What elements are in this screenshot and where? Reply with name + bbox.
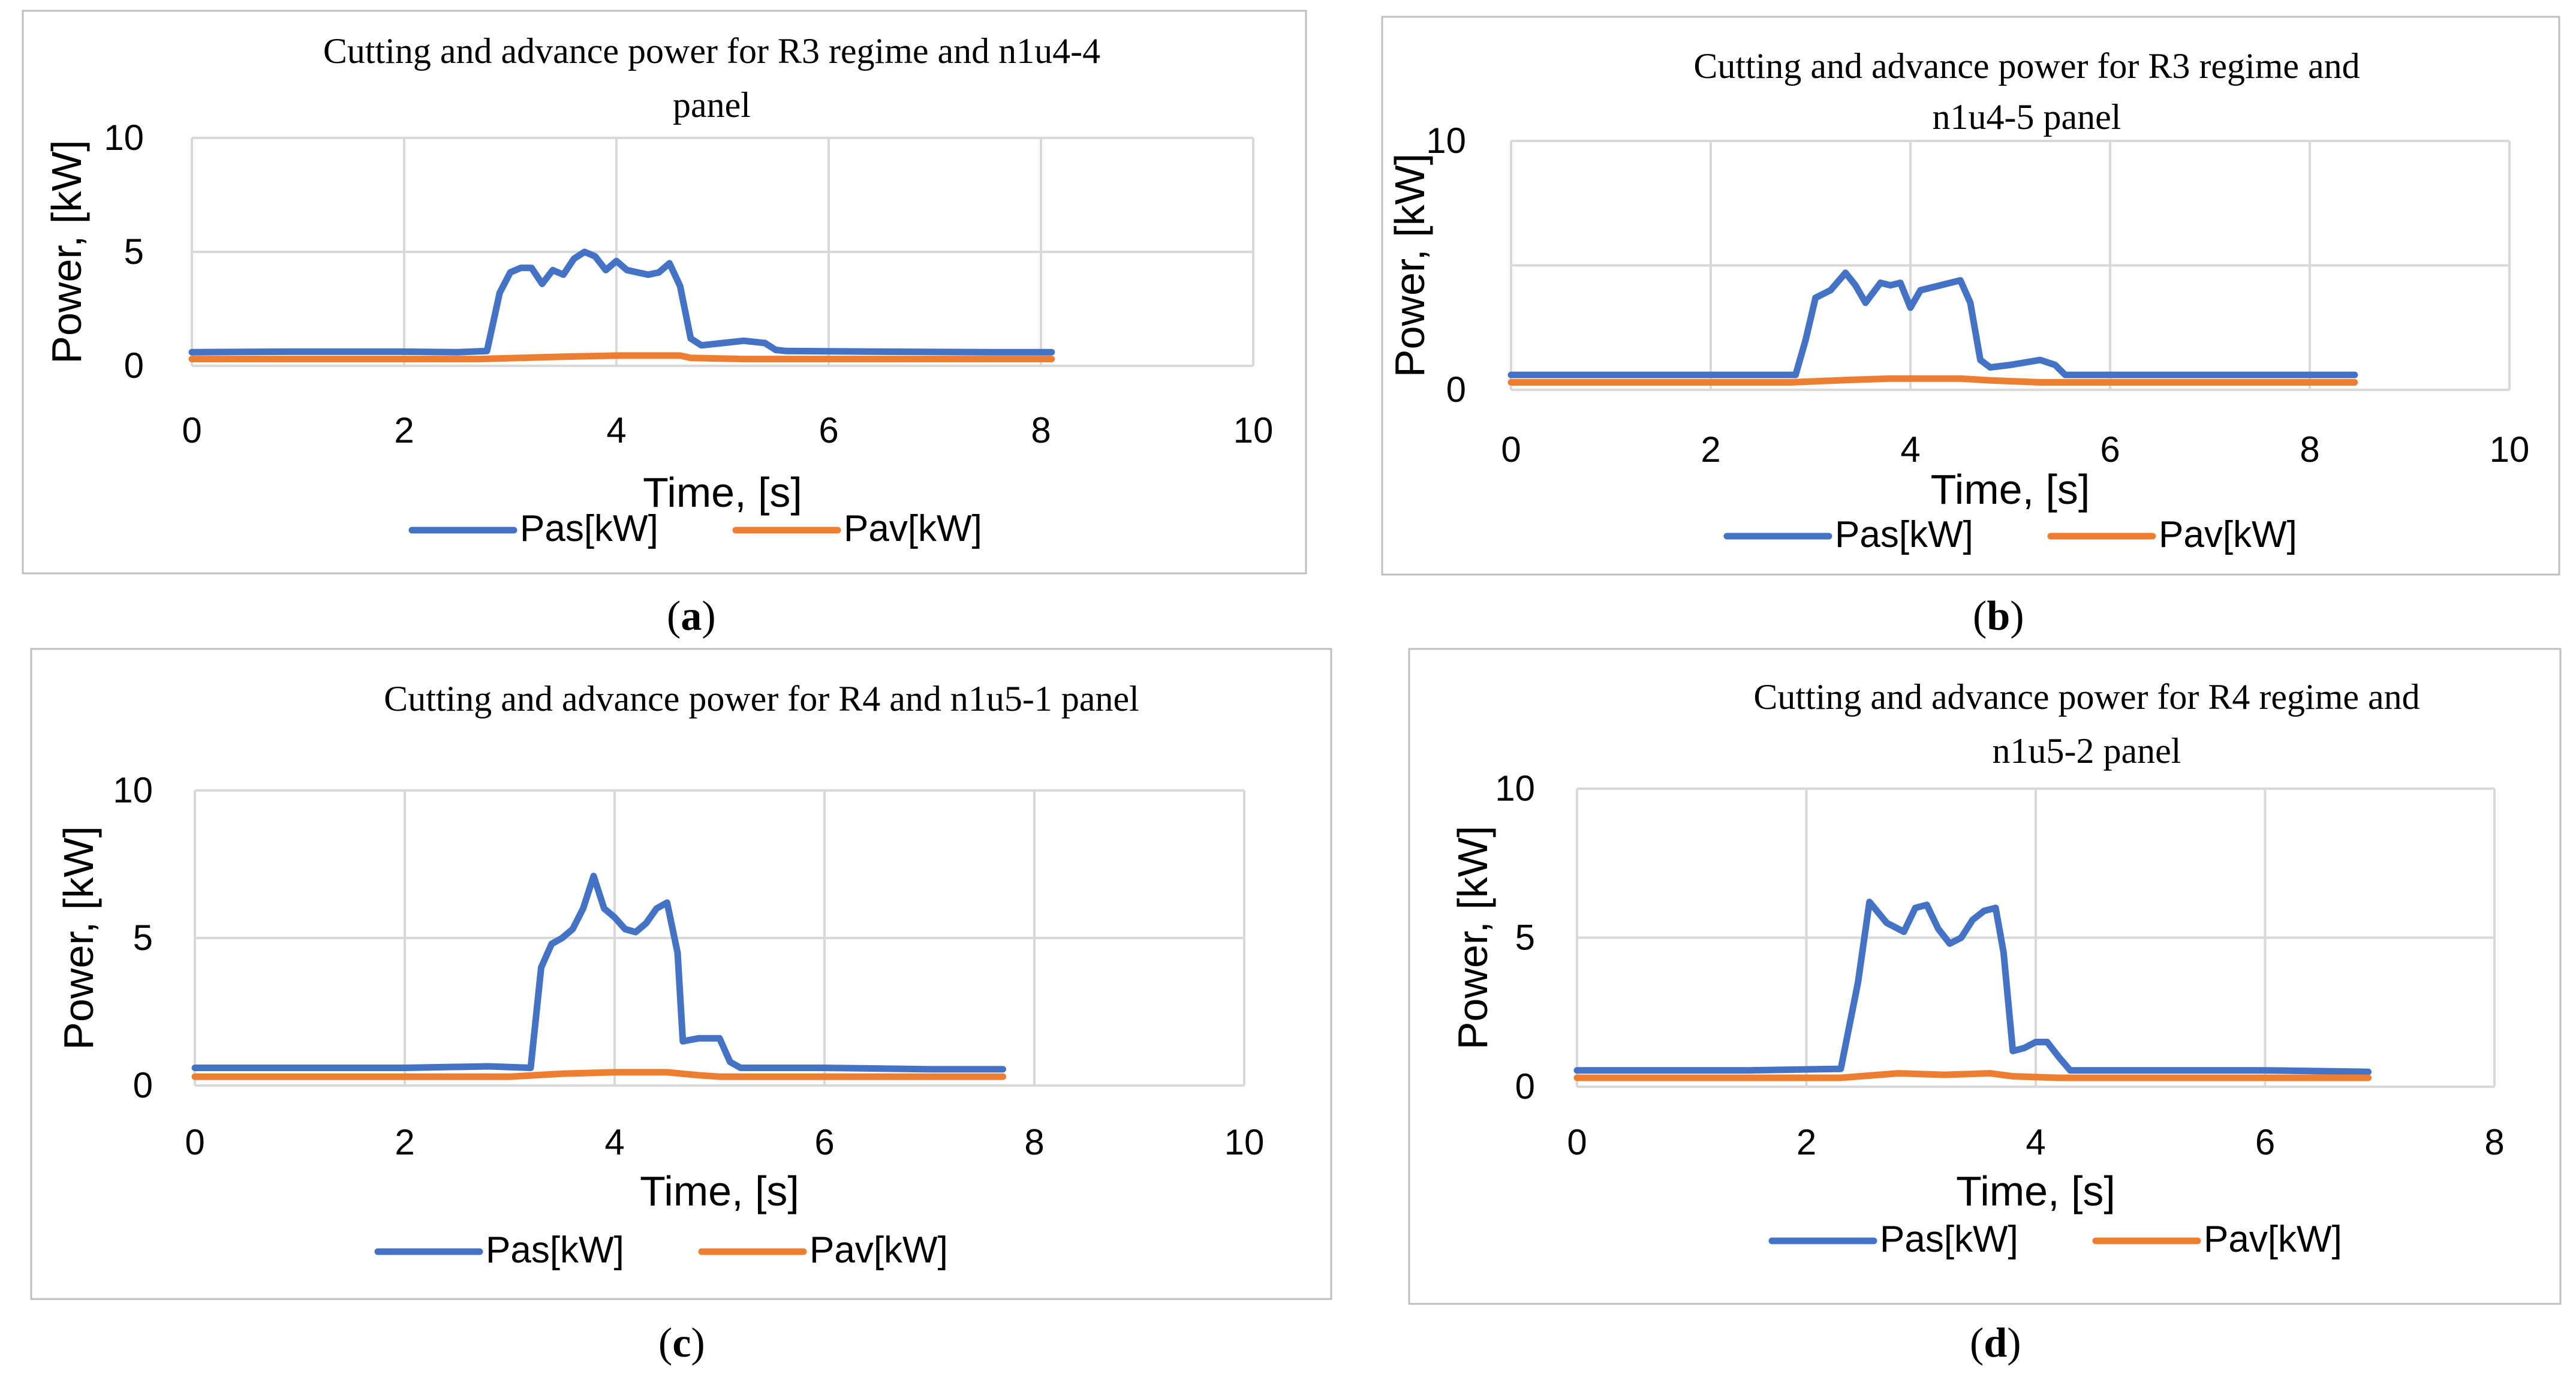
legend-label: Pas[kW] xyxy=(1835,514,1973,555)
series-line-pavkw xyxy=(191,1069,1006,1080)
series-line-paskw xyxy=(1573,898,2372,1075)
x-tick-label: 4 xyxy=(1900,429,1920,470)
x-tick-label: 2 xyxy=(1796,1122,1816,1162)
chart-c: 0 2 4 6 8 10 0 5 10 Cutting and advance power for… xyxy=(30,648,1332,1366)
y-tick-label: 0 xyxy=(1515,1066,1535,1107)
y-axis-label: Power, [kW] xyxy=(43,140,90,363)
panel-caption: (a) xyxy=(667,593,716,639)
chart-title: n1u4-5 panel xyxy=(1933,97,2121,137)
x-tick-label: 2 xyxy=(1701,429,1720,470)
x-axis-label: Time, [s] xyxy=(1956,1168,2115,1214)
series-line-pavkw xyxy=(1573,1070,2372,1081)
panel-caption: (b) xyxy=(1973,593,2024,639)
x-tick-label: 0 xyxy=(1501,429,1521,470)
legend-label: Pas[kW] xyxy=(1880,1219,2018,1260)
legend-label: Pav[kW] xyxy=(809,1229,948,1271)
x-tick-label: 8 xyxy=(1031,410,1051,450)
y-tick-label: 5 xyxy=(133,918,153,958)
x-tick-label: 10 xyxy=(1224,1122,1265,1162)
y-axis-label: Power, [kW] xyxy=(55,826,102,1050)
x-tick-label: 8 xyxy=(2300,429,2319,470)
x-axis-label: Time, [s] xyxy=(1931,466,2090,513)
legend-label: Pas[kW] xyxy=(486,1229,624,1271)
x-tick-label: 0 xyxy=(1567,1122,1587,1162)
x-tick-label: 2 xyxy=(394,410,414,450)
series-line-pavkw xyxy=(1507,375,2358,386)
y-tick-label: 10 xyxy=(104,118,144,158)
y-tick-label: 10 xyxy=(1495,768,1535,808)
chart-title: Cutting and advance power for R3 regime … xyxy=(1693,46,2360,86)
x-tick-label: 10 xyxy=(1233,410,1274,450)
y-tick-label: 10 xyxy=(113,770,153,810)
panel-caption: (c) xyxy=(658,1320,705,1366)
chart-frame xyxy=(22,10,1307,575)
chart-title: n1u5-2 panel xyxy=(1993,731,2181,771)
x-axis-label: Time, [s] xyxy=(640,1168,799,1214)
y-axis-label: Power, [kW] xyxy=(1449,826,1496,1050)
chart-b: 0 2 4 6 8 10 0 10 Cutting and advance power for … xyxy=(1381,16,2560,639)
x-tick-label: 10 xyxy=(2490,429,2530,470)
chart-title: Cutting and advance power for R4 and n1u… xyxy=(384,679,1139,718)
y-axis-label: Power, [kW] xyxy=(1386,154,1433,377)
y-tick-label: 0 xyxy=(124,345,144,386)
y-tick-label: 5 xyxy=(1515,918,1535,958)
series-line-paskw xyxy=(188,248,1055,356)
panel-caption: (d) xyxy=(1970,1320,2021,1366)
legend-label: Pav[kW] xyxy=(844,508,982,549)
legend-label: Pav[kW] xyxy=(2159,514,2297,555)
y-tick-label: 5 xyxy=(124,231,144,272)
x-tick-label: 6 xyxy=(2100,429,2120,470)
y-tick-label: 0 xyxy=(133,1065,153,1105)
series-line-pavkw xyxy=(188,352,1055,363)
legend-label: Pas[kW] xyxy=(520,508,658,549)
chart-frame xyxy=(1408,648,2562,1305)
y-tick-label: 0 xyxy=(1446,369,1466,410)
chart-a: 0 2 4 6 8 10 0 5 10 Cutting and advance power for… xyxy=(22,10,1307,639)
chart-title: Cutting and advance power for R4 regime … xyxy=(1753,677,2419,717)
x-tick-label: 6 xyxy=(2255,1122,2275,1162)
chart-title: Cutting and advance power for R3 regime … xyxy=(323,31,1100,71)
x-tick-label: 0 xyxy=(182,410,201,450)
x-axis-label: Time, [s] xyxy=(643,469,802,516)
x-tick-label: 4 xyxy=(2026,1122,2045,1162)
x-tick-label: 4 xyxy=(606,410,626,450)
series-line-paskw xyxy=(1507,269,2358,378)
series-line-paskw xyxy=(191,873,1006,1073)
x-tick-label: 8 xyxy=(2484,1122,2504,1162)
x-tick-label: 6 xyxy=(814,1122,834,1162)
x-tick-label: 2 xyxy=(395,1122,414,1162)
x-tick-label: 6 xyxy=(818,410,838,450)
x-tick-label: 8 xyxy=(1024,1122,1044,1162)
x-tick-label: 4 xyxy=(604,1122,624,1162)
chart-title: panel xyxy=(673,85,751,125)
chart-d: 0 2 4 6 8 0 5 10 Cutting and advance power for R… xyxy=(1408,648,2562,1366)
legend-label: Pav[kW] xyxy=(2204,1219,2342,1260)
y-tick-label: 10 xyxy=(1426,121,1466,161)
x-tick-label: 0 xyxy=(185,1122,204,1162)
